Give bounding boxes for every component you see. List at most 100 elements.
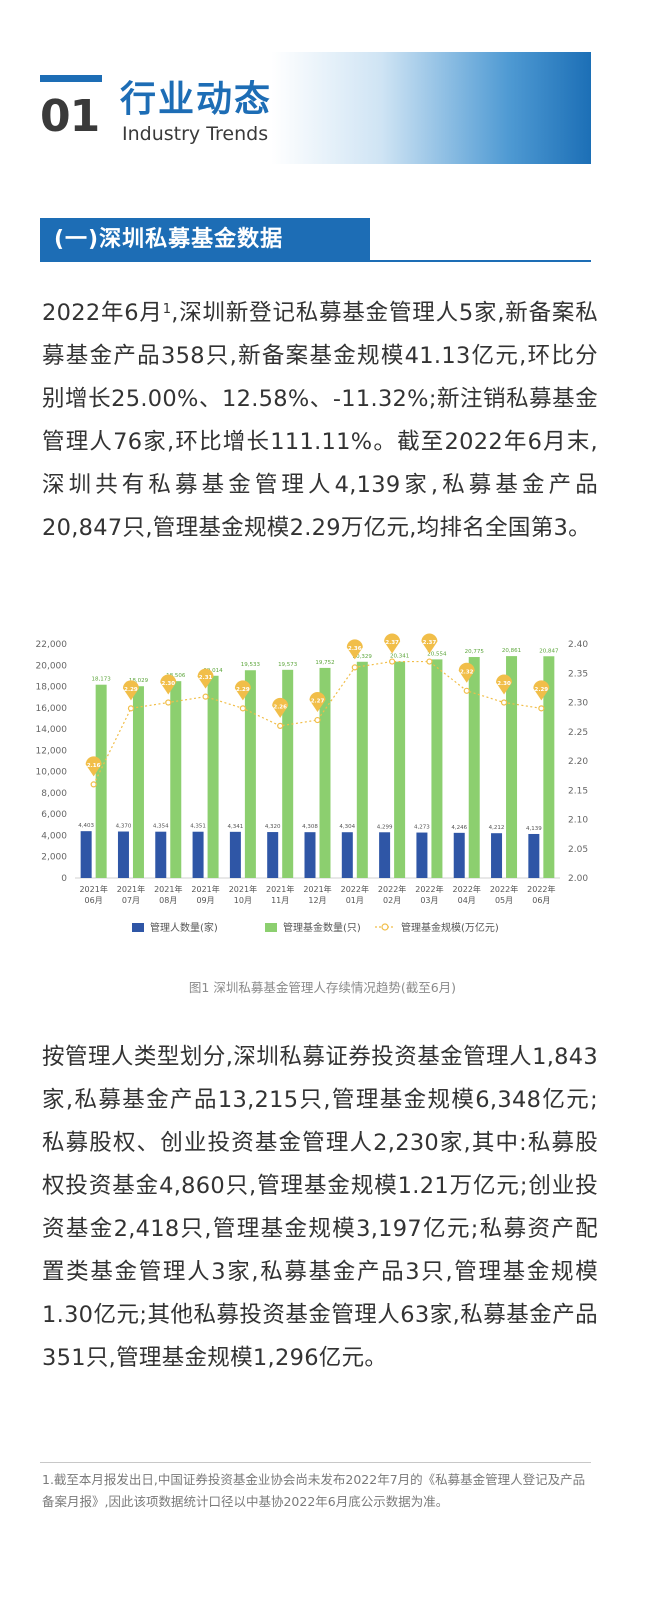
bar-funds <box>543 656 555 878</box>
paragraph-breakdown: 按管理人类型划分,深圳私募证券投资基金管理人1,843家,私募基金产品13,21… <box>42 1044 598 1371</box>
bar-label-managers: 4,246 <box>451 825 467 831</box>
bar-label-managers: 4,299 <box>377 824 393 830</box>
y-right-tick-label: 2.40 <box>568 640 588 650</box>
bar-managers <box>304 832 316 878</box>
y-left-tick-label: 6,000 <box>41 810 67 820</box>
scale-label: 2.32 <box>460 669 474 675</box>
scale-point <box>277 722 284 730</box>
y-left-tick-label: 20,000 <box>36 661 68 671</box>
bar-managers <box>192 831 204 878</box>
bar-funds <box>207 675 219 878</box>
bar-label-managers: 4,370 <box>116 824 132 830</box>
y-left-tick-label: 4,000 <box>41 831 67 841</box>
y-left-tick-label: 18,000 <box>36 683 68 693</box>
y-right-tick-label: 2.00 <box>568 874 588 884</box>
scale-point <box>127 705 135 712</box>
legend-label-managers: 管理人数量(家) <box>150 921 218 934</box>
bar-funds <box>506 656 518 878</box>
bar-label-managers: 4,341 <box>228 824 244 830</box>
scale-label: 2.30 <box>497 681 511 687</box>
x-tick-label: 2021年 06月 <box>79 884 107 905</box>
bar-managers <box>453 832 465 878</box>
x-tick-label: 2022年 03月 <box>415 884 443 905</box>
bar-managers <box>80 831 92 878</box>
scale-pin <box>384 633 401 654</box>
bar-label-funds: 20,554 <box>427 651 447 657</box>
scale-point <box>202 693 209 700</box>
scale-pin <box>85 756 102 777</box>
y-left-tick-label: 22,000 <box>36 640 68 650</box>
scale-pin <box>160 674 177 695</box>
bar-funds <box>431 659 443 878</box>
bar-label-managers: 4,273 <box>414 825 430 831</box>
bar-funds <box>394 661 406 878</box>
bar-label-funds: 18,029 <box>129 678 149 684</box>
y-left-tick-label: 2,000 <box>41 853 67 863</box>
scale-label: 2.29 <box>236 687 250 693</box>
footnote-divider <box>40 1462 591 1463</box>
x-tick-label: 2021年 11月 <box>266 884 294 905</box>
scale-label: 2.37 <box>423 640 437 646</box>
bar-label-funds: 20,329 <box>353 654 373 660</box>
bar-label-funds: 19,573 <box>278 662 298 668</box>
legend-swatch-funds <box>265 923 277 932</box>
y-left-tick-label: 8,000 <box>41 789 67 799</box>
bar-managers <box>155 831 167 878</box>
scale-point <box>538 705 545 712</box>
y-left-tick-label: 16,000 <box>36 704 68 714</box>
bar-managers <box>379 832 391 878</box>
bar-label-funds: 19,533 <box>241 662 261 668</box>
bar-label-managers: 4,304 <box>339 824 355 830</box>
y-left-tick-label: 12,000 <box>36 746 68 756</box>
scale-point <box>165 699 172 706</box>
scale-point <box>351 664 358 671</box>
bar-label-managers: 4,354 <box>153 824 169 830</box>
bar-label-managers: 4,308 <box>302 824 318 830</box>
subheading: (一)深圳私募基金数据 <box>40 218 370 262</box>
x-tick-label: 2021年 08月 <box>154 884 182 905</box>
scale-point <box>90 781 97 788</box>
y-right-tick-label: 2.30 <box>568 699 588 709</box>
bar-managers <box>528 833 540 878</box>
scale-label: 2.26 <box>273 704 287 710</box>
bar-label-funds: 20,775 <box>465 649 485 655</box>
bar-label-funds: 20,861 <box>502 648 521 654</box>
y-left-tick-label: 0 <box>61 874 67 884</box>
scale-pin <box>346 639 363 660</box>
paragraph-body: ,深圳新登记私募基金管理人5家,新备案私募基金产品358只,新备案基金规模41.… <box>42 300 598 541</box>
bar-label-managers: 4,403 <box>78 823 94 829</box>
scale-pin <box>458 662 475 683</box>
header-banner <box>40 52 591 164</box>
scale-label: 2.16 <box>87 763 101 769</box>
bar-managers <box>267 832 279 878</box>
bar-label-managers: 4,139 <box>526 826 542 832</box>
section-title-english: Industry Trends <box>122 123 269 145</box>
y-right-tick-label: 2.05 <box>568 845 588 855</box>
paragraph-lead: 2022年6月 <box>42 300 163 326</box>
x-tick-label: 2021年 07月 <box>117 884 145 905</box>
bar-funds <box>170 681 182 878</box>
bar-label-managers: 4,320 <box>265 824 281 830</box>
legend-marker-scale <box>381 923 389 931</box>
bar-funds <box>356 661 368 878</box>
scale-label: 2.29 <box>535 687 549 693</box>
x-tick-label: 2021年 12月 <box>303 884 331 905</box>
y-left-tick-label: 14,000 <box>36 725 68 735</box>
x-tick-label: 2022年 01月 <box>341 884 369 905</box>
scale-label: 2.36 <box>348 646 362 652</box>
scale-label: 2.31 <box>199 675 213 681</box>
legend-label-scale: 管理基金规模(万亿元) <box>401 921 499 934</box>
y-right-tick-label: 2.10 <box>568 816 588 826</box>
bar-managers <box>117 831 129 878</box>
bar-label-funds: 19,014 <box>203 668 223 674</box>
scale-label: 2.27 <box>311 699 325 705</box>
scale-pin <box>496 674 513 695</box>
bar-funds <box>132 686 144 878</box>
y-left-tick-label: 10,000 <box>36 768 68 778</box>
bar-managers <box>341 832 353 878</box>
bar-label-funds: 20,847 <box>539 648 559 654</box>
paragraph-summary: 2022年6月1,深圳新登记私募基金管理人5家,新备案私募基金产品358只,新备… <box>42 292 598 550</box>
x-tick-label: 2022年 05月 <box>490 884 518 905</box>
manager-trend-chart: 0 2,000 4,000 6,000 8,000 10,000 12,000 14,000 1… <box>36 633 588 934</box>
scale-pin <box>309 692 326 713</box>
